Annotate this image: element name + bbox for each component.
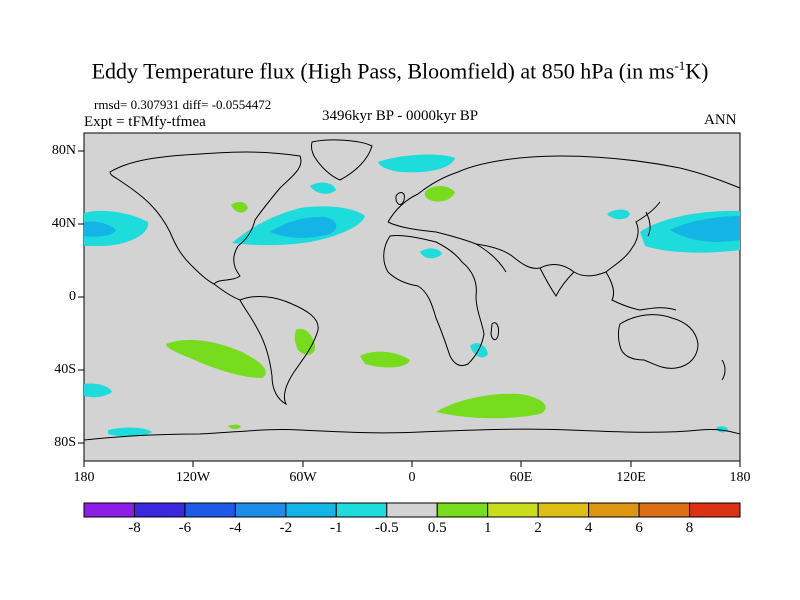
region-southern-ocean-cyan	[108, 427, 152, 437]
lon-label-60w: 60W	[289, 470, 317, 485]
colorbar-label-7: 1	[483, 520, 492, 536]
colorbar-swatch-10	[588, 502, 640, 518]
colorbar-label-0: -8	[128, 520, 141, 536]
coast-europe-asia	[387, 155, 741, 277]
region-northeast-pacific-cyan	[84, 210, 149, 246]
coast-arabia-india	[475, 243, 575, 297]
lat-label-40s: 40S	[54, 362, 76, 377]
coast-central-america	[213, 283, 241, 301]
lat-label-80s: 80S	[54, 435, 76, 450]
coast-madagascar	[490, 322, 499, 341]
coast-southeast-asia	[605, 271, 677, 311]
colorbar-swatch-8	[487, 502, 539, 518]
region-iceland-cyan	[310, 182, 336, 194]
coast-africa	[383, 235, 485, 367]
coast-south-america	[239, 296, 319, 406]
region-northeast-pacific-core	[84, 221, 116, 237]
colorbar-swatch-11	[638, 502, 691, 518]
colorbar-label-11: 8	[685, 520, 694, 536]
colorbar-swatch-0	[83, 502, 135, 518]
region-nordic-cyan	[378, 154, 455, 173]
lon-label-180w: 180	[73, 470, 95, 485]
region-mediterranean-cyan	[420, 248, 442, 259]
region-south-pacific-cyan	[84, 383, 112, 398]
coast-australia	[618, 314, 699, 369]
colorbar-swatch-1	[133, 502, 186, 518]
region-south-africa-cyan	[470, 343, 488, 358]
coastlines	[83, 139, 741, 441]
colorbar-label-1: -6	[178, 520, 192, 536]
colorbar-label-8: 2	[534, 520, 542, 536]
region-great-lakes-green	[231, 201, 248, 213]
season-label: ANN	[704, 112, 737, 128]
map-background	[83, 132, 741, 462]
colorbar-swatch-2	[184, 502, 236, 518]
experiment-label: Expt = tFMfy-tfmea	[84, 114, 206, 130]
lon-label-120w: 120W	[175, 470, 211, 485]
stats-text: rmsd= 0.307931 diff= -0.0554472	[94, 97, 272, 112]
region-northwest-pacific-core	[670, 216, 740, 242]
region-southern-ocean-green	[436, 393, 546, 419]
colorbar-label-6: 0.5	[427, 520, 447, 536]
region-north-atlantic-core	[270, 216, 337, 238]
region-south-atlantic-green	[360, 351, 410, 368]
lat-label-40n: 40N	[51, 216, 76, 231]
anomaly-regions	[84, 154, 740, 437]
region-scandinavia-green	[424, 186, 455, 202]
lon-label-0: 0	[408, 470, 416, 485]
colorbar-label-9: 4	[584, 520, 593, 536]
coast-japan	[645, 211, 651, 237]
region-south-pacific-green	[166, 339, 266, 378]
colorbar-label-4: -1	[330, 520, 343, 536]
lon-label-60e: 60E	[509, 470, 533, 485]
coast-antarctica	[83, 428, 741, 441]
colorbar-label-3: -2	[279, 520, 293, 536]
colorbar	[83, 502, 741, 518]
region-southern-ocean-green-small	[228, 424, 241, 430]
colorbar-swatch-9	[537, 502, 590, 518]
colorbar-label-5: -0.5	[374, 520, 399, 536]
coast-uk	[395, 192, 405, 205]
axis-ticks	[78, 150, 741, 467]
lon-label-120e: 120E	[616, 470, 646, 485]
colorbar-swatch-7	[436, 502, 489, 518]
period-label: 3496kyr BP - 0000kyr BP	[322, 108, 479, 124]
plot-title: Eddy Temperature flux (High Pass, Bloomf…	[91, 58, 709, 84]
colorbar-swatch-4	[285, 502, 337, 518]
coast-north-america	[109, 151, 302, 285]
lat-label-80n: 80N	[51, 143, 76, 158]
coast-new-zealand	[721, 359, 726, 381]
colorbar-swatch-3	[234, 502, 287, 518]
lon-label-180e: 180	[729, 470, 751, 485]
colorbar-label-10: 6	[635, 520, 643, 536]
colorbar-swatch-12	[689, 502, 741, 518]
colorbar-label-2: -4	[229, 520, 242, 536]
lat-label-0: 0	[69, 289, 76, 304]
region-japan-cyan	[607, 209, 630, 220]
coast-greenland	[310, 139, 373, 181]
colorbar-swatch-6	[386, 502, 438, 518]
colorbar-swatch-5	[335, 502, 388, 518]
